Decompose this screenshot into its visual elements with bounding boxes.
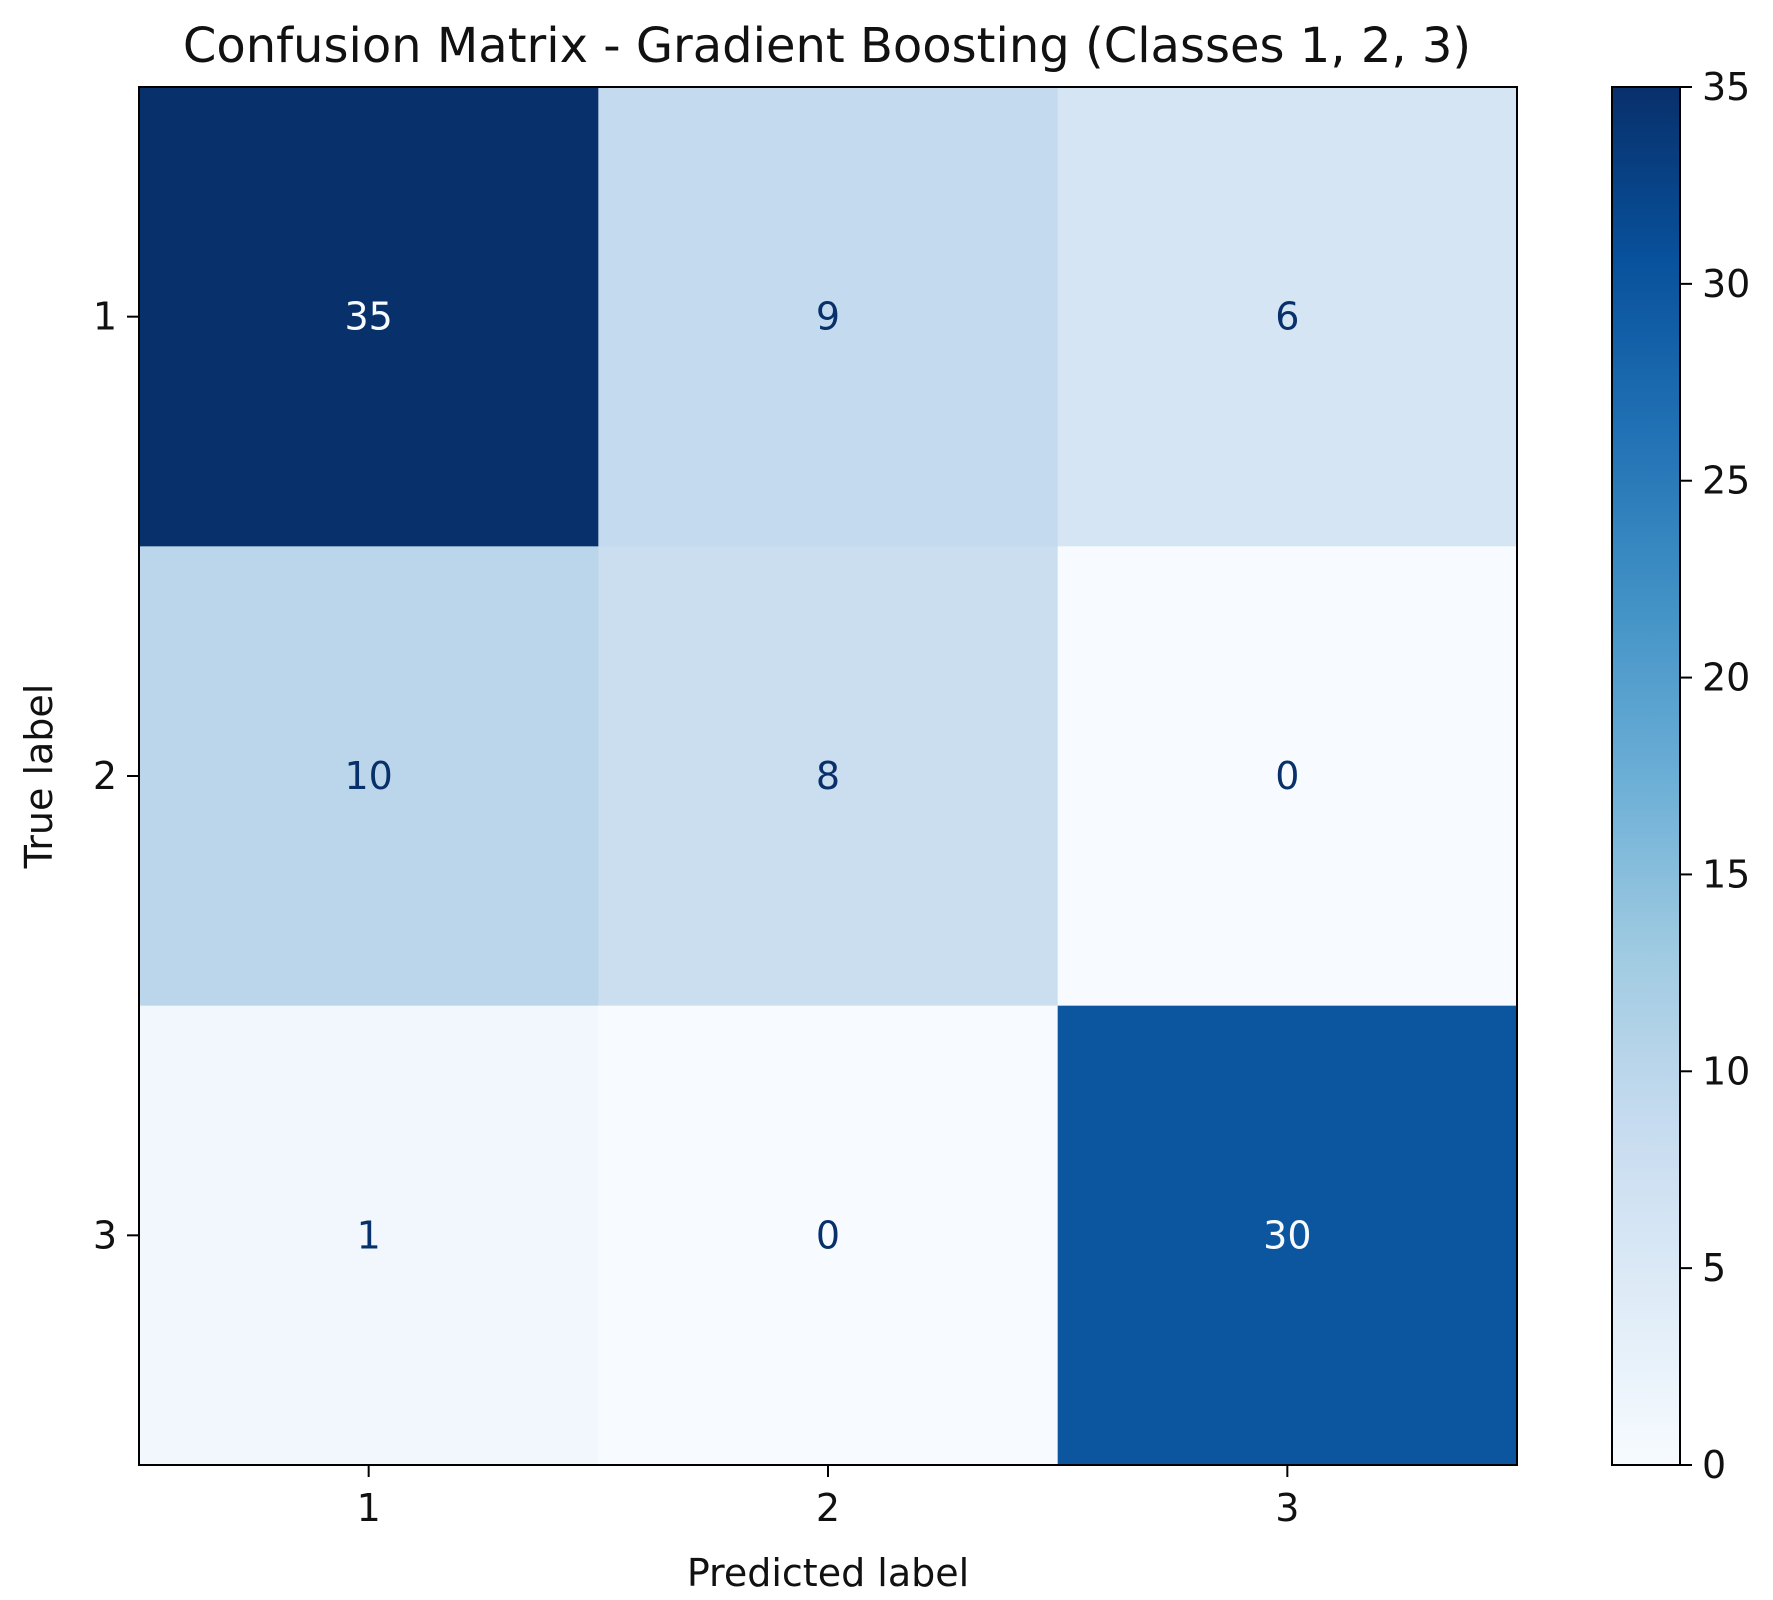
heatmap-cell: [598, 1005, 1059, 1466]
y-axis-ticks: 1 2 3: [93, 295, 139, 1257]
heatmap-cell-value: 9: [816, 295, 840, 339]
colorbar-tick-label: 30: [1702, 262, 1750, 306]
y-tick-label: 3: [93, 1213, 117, 1257]
colorbar-tick-label: 10: [1702, 1049, 1750, 1093]
colorbar-tick-label: 5: [1702, 1246, 1726, 1290]
heatmap-cell-value: 0: [1275, 754, 1299, 798]
colorbar-ticks: 0 5 10 15 20 25 30 35: [1680, 65, 1750, 1487]
heatmap-cell: [1057, 1005, 1518, 1466]
heatmap-cell-value: 8: [816, 754, 840, 798]
heatmap-cell: [139, 1005, 599, 1466]
colorbar-tick-label: 35: [1702, 65, 1750, 109]
heatmap-cell: [598, 546, 1059, 1007]
colorbar-tick-label: 0: [1702, 1443, 1726, 1487]
x-tick-label: 2: [816, 1486, 840, 1530]
colorbar-tick-label: 25: [1702, 459, 1750, 503]
y-axis-label: True label: [17, 684, 61, 870]
heatmap-cell: [139, 87, 599, 547]
heatmap-cell-value: 35: [344, 295, 392, 339]
y-tick-label: 1: [93, 295, 117, 339]
heatmap-cell: [139, 546, 599, 1007]
colorbar-tick-label: 20: [1702, 656, 1750, 700]
y-tick-label: 2: [93, 754, 117, 798]
x-axis-ticks: 1 2 3: [357, 1465, 1299, 1530]
heatmap-cell: [1057, 546, 1518, 1007]
heatmap-cell-value: 10: [344, 754, 392, 798]
heatmap-cell: [598, 87, 1059, 547]
colorbar: [1611, 86, 1681, 1466]
colorbar-tick-label: 15: [1702, 852, 1750, 896]
x-axis-label: Predicted label: [687, 1551, 969, 1595]
x-tick-label: 1: [357, 1486, 381, 1530]
x-tick-label: 3: [1275, 1486, 1299, 1530]
heatmap-cell-value: 30: [1263, 1213, 1311, 1257]
heatmap-cell-value: 6: [1275, 295, 1299, 339]
heatmap-cell: [1057, 87, 1518, 547]
heatmap-cells: [139, 87, 1518, 1466]
heatmap-cell-value: 1: [357, 1213, 381, 1257]
chart-title: Confusion Matrix - Gradient Boosting (Cl…: [183, 18, 1471, 74]
heatmap-cell-value: 0: [816, 1213, 840, 1257]
heatmap-cell-labels: 35 9 610 8 01 0 30: [344, 295, 1311, 1258]
